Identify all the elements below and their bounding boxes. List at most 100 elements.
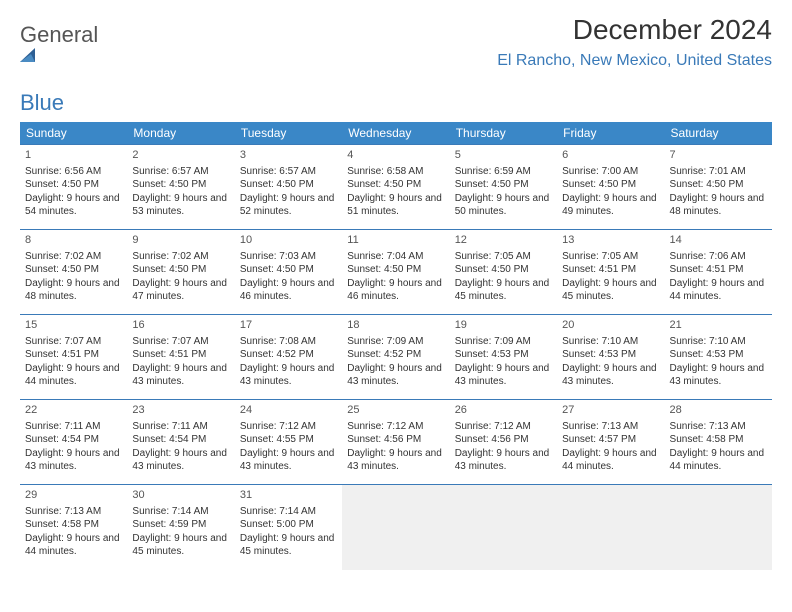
day-number: 2 — [132, 148, 229, 163]
day-cell: 3Sunrise: 6:57 AMSunset: 4:50 PMDaylight… — [235, 145, 342, 230]
weekday-header: Thursday — [450, 122, 557, 145]
sunset-line: Sunset: 4:50 PM — [25, 263, 122, 277]
day-cell: 25Sunrise: 7:12 AMSunset: 4:56 PMDayligh… — [342, 400, 449, 485]
daylight-line: Daylight: 9 hours and 44 minutes. — [562, 447, 659, 474]
day-cell: 26Sunrise: 7:12 AMSunset: 4:56 PMDayligh… — [450, 400, 557, 485]
sunrise-line: Sunrise: 7:00 AM — [562, 165, 659, 179]
brand-logo: General Blue — [20, 14, 98, 116]
location-subtitle: El Rancho, New Mexico, United States — [497, 52, 772, 70]
daylight-line: Daylight: 9 hours and 45 minutes. — [455, 277, 552, 304]
sunset-line: Sunset: 4:53 PM — [670, 348, 767, 362]
logo-sail-icon — [20, 48, 98, 64]
sunrise-line: Sunrise: 7:02 AM — [132, 250, 229, 264]
sunset-line: Sunset: 4:50 PM — [562, 178, 659, 192]
daylight-line: Daylight: 9 hours and 53 minutes. — [132, 192, 229, 219]
sunrise-line: Sunrise: 7:10 AM — [562, 335, 659, 349]
sunset-line: Sunset: 5:00 PM — [240, 518, 337, 532]
sunset-line: Sunset: 4:51 PM — [562, 263, 659, 277]
daylight-line: Daylight: 9 hours and 43 minutes. — [670, 362, 767, 389]
day-number: 6 — [562, 148, 659, 163]
sunrise-line: Sunrise: 7:11 AM — [25, 420, 122, 434]
daylight-line: Daylight: 9 hours and 46 minutes. — [347, 277, 444, 304]
day-cell: 12Sunrise: 7:05 AMSunset: 4:50 PMDayligh… — [450, 230, 557, 315]
day-number: 23 — [132, 403, 229, 418]
weekday-header: Wednesday — [342, 122, 449, 145]
sunrise-line: Sunrise: 7:09 AM — [455, 335, 552, 349]
daylight-line: Daylight: 9 hours and 45 minutes. — [240, 532, 337, 559]
day-number: 1 — [25, 148, 122, 163]
sunset-line: Sunset: 4:50 PM — [455, 263, 552, 277]
day-number: 18 — [347, 318, 444, 333]
daylight-line: Daylight: 9 hours and 47 minutes. — [132, 277, 229, 304]
sunset-line: Sunset: 4:50 PM — [132, 263, 229, 277]
daylight-line: Daylight: 9 hours and 43 minutes. — [347, 447, 444, 474]
day-cell: 29Sunrise: 7:13 AMSunset: 4:58 PMDayligh… — [20, 485, 127, 570]
day-cell: 16 Sunrise: 7:07 AMSunset: 4:51 PMDayligh… — [127, 315, 234, 400]
empty-cell — [342, 485, 449, 570]
day-number: 20 — [562, 318, 659, 333]
day-number: 14 — [670, 233, 767, 248]
day-number: 28 — [670, 403, 767, 418]
sunrise-line: Sunrise: 7:13 AM — [562, 420, 659, 434]
daylight-line: Daylight: 9 hours and 44 minutes. — [25, 362, 122, 389]
sunrise-line: Sunrise: 7:01 AM — [670, 165, 767, 179]
day-cell: 18Sunrise: 7:09 AMSunset: 4:52 PMDayligh… — [342, 315, 449, 400]
sunrise-line: Sunrise: 7:12 AM — [347, 420, 444, 434]
sunrise-line: Sunrise: 6:56 AM — [25, 165, 122, 179]
logo-text-general: General — [20, 22, 98, 47]
month-title: December 2024 — [497, 14, 772, 46]
day-cell: 8Sunrise: 7:02 AMSunset: 4:50 PMDaylight… — [20, 230, 127, 315]
empty-cell — [450, 485, 557, 570]
day-cell: 28Sunrise: 7:13 AMSunset: 4:58 PMDayligh… — [665, 400, 772, 485]
title-block: December 2024 El Rancho, New Mexico, Uni… — [497, 14, 772, 70]
sunset-line: Sunset: 4:50 PM — [240, 178, 337, 192]
sunset-line: Sunset: 4:53 PM — [455, 348, 552, 362]
day-cell: 15Sunrise: 7:07 AMSunset: 4:51 PMDayligh… — [20, 315, 127, 400]
day-cell: 24Sunrise: 7:12 AMSunset: 4:55 PMDayligh… — [235, 400, 342, 485]
day-cell: 31Sunrise: 7:14 AMSunset: 5:00 PMDayligh… — [235, 485, 342, 570]
daylight-line: Daylight: 9 hours and 49 minutes. — [562, 192, 659, 219]
sunrise-line: Sunrise: 7:13 AM — [25, 505, 122, 519]
sunset-line: Sunset: 4:59 PM — [132, 518, 229, 532]
day-number: 4 — [347, 148, 444, 163]
sunset-line: Sunset: 4:50 PM — [132, 178, 229, 192]
day-number: 5 — [455, 148, 552, 163]
day-cell: 9Sunrise: 7:02 AMSunset: 4:50 PMDaylight… — [127, 230, 234, 315]
day-number: 29 — [25, 488, 122, 503]
sunrise-line: Sunrise: 7:14 AM — [132, 505, 229, 519]
day-number: 30 — [132, 488, 229, 503]
sunrise-line: Sunrise: 7:10 AM — [670, 335, 767, 349]
sunset-line: Sunset: 4:58 PM — [25, 518, 122, 532]
daylight-line: Daylight: 9 hours and 45 minutes. — [562, 277, 659, 304]
weekday-header: Friday — [557, 122, 664, 145]
sunrise-line: Sunrise: 7:12 AM — [240, 420, 337, 434]
day-number: 19 — [455, 318, 552, 333]
day-number: 10 — [240, 233, 337, 248]
day-cell: 10Sunrise: 7:03 AMSunset: 4:50 PMDayligh… — [235, 230, 342, 315]
day-number: 22 — [25, 403, 122, 418]
day-cell: 22Sunrise: 7:11 AMSunset: 4:54 PMDayligh… — [20, 400, 127, 485]
sunrise-line: Sunrise: 6:59 AM — [455, 165, 552, 179]
weekday-header: Monday — [127, 122, 234, 145]
day-cell: 20Sunrise: 7:10 AMSunset: 4:53 PMDayligh… — [557, 315, 664, 400]
weekday-header: Sunday — [20, 122, 127, 145]
sunrise-line: Sunrise: 7:03 AM — [240, 250, 337, 264]
sunset-line: Sunset: 4:50 PM — [347, 263, 444, 277]
sunrise-line: Sunrise: 6:57 AM — [132, 165, 229, 179]
sunrise-line: Sunrise: 7:07 AM — [132, 335, 229, 349]
day-cell: 23Sunrise: 7:11 AMSunset: 4:54 PMDayligh… — [127, 400, 234, 485]
day-cell: 1Sunrise: 6:56 AMSunset: 4:50 PMDaylight… — [20, 145, 127, 230]
daylight-line: Daylight: 9 hours and 43 minutes. — [455, 362, 552, 389]
day-number: 15 — [25, 318, 122, 333]
daylight-line: Daylight: 9 hours and 50 minutes. — [455, 192, 552, 219]
sunset-line: Sunset: 4:50 PM — [670, 178, 767, 192]
calendar-head: SundayMondayTuesdayWednesdayThursdayFrid… — [20, 122, 772, 145]
daylight-line: Daylight: 9 hours and 45 minutes. — [132, 532, 229, 559]
sunrise-line: Sunrise: 7:02 AM — [25, 250, 122, 264]
page-header: General Blue December 2024 El Rancho, Ne… — [20, 14, 772, 116]
daylight-line: Daylight: 9 hours and 43 minutes. — [132, 447, 229, 474]
sunset-line: Sunset: 4:51 PM — [132, 348, 229, 362]
daylight-line: Daylight: 9 hours and 54 minutes. — [25, 192, 122, 219]
day-number: 16 — [132, 318, 229, 333]
daylight-line: Daylight: 9 hours and 43 minutes. — [132, 362, 229, 389]
